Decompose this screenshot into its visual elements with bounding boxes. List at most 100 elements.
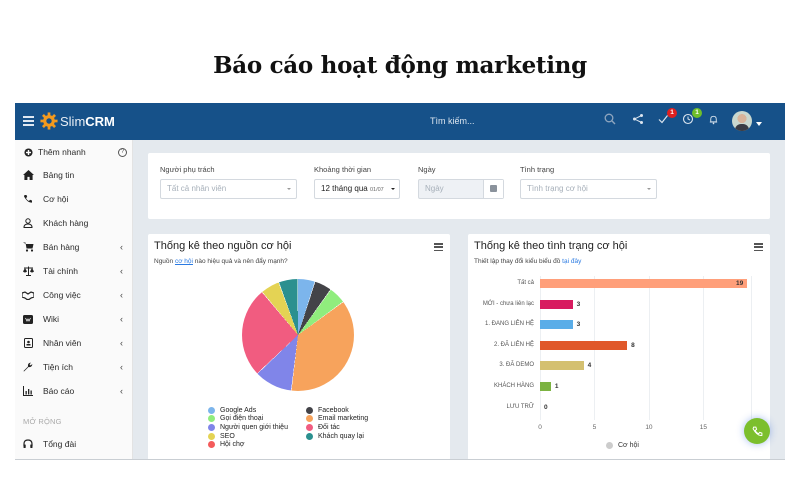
bell-icon[interactable] (705, 113, 721, 129)
gridline (703, 276, 705, 420)
date-filter-label: Ngày (418, 165, 436, 174)
bar-value-label: 19 (736, 280, 744, 287)
chart-menu-icon[interactable] (434, 243, 443, 253)
brand-bold: CRM (85, 113, 115, 129)
sidebar-item-label: Công việc (43, 290, 81, 300)
user-menu-caret-icon[interactable] (756, 122, 762, 126)
hamburger-menu-icon[interactable] (23, 116, 34, 126)
search-icon[interactable] (602, 113, 618, 129)
period-select-suffix: 01/07 (369, 187, 384, 193)
opportunity-link[interactable]: cơ hội (174, 258, 193, 265)
sidebar-item-nhan-vien[interactable]: Nhân viên ‹ (15, 332, 133, 354)
page-heading: Báo cáo hoạt động marketing (213, 52, 587, 79)
bar[interactable] (540, 361, 584, 371)
sidebar-item-bao-cao[interactable]: Báo cáo ‹ (15, 380, 133, 402)
sidebar: Thêm nhanh ? Bảng tin Cơ hội Khách hàng … (15, 140, 133, 459)
legend-item[interactable]: Email marketing (306, 415, 368, 424)
chevron-down-icon (647, 188, 651, 190)
bar[interactable] (540, 320, 573, 330)
sidebar-item-tien-ich[interactable]: Tiện ích ‹ (15, 356, 133, 378)
bar[interactable] (540, 340, 628, 350)
gridline (648, 276, 650, 420)
sidebar-item-bang-tin[interactable]: Bảng tin (15, 164, 133, 186)
brand-light: Slim (60, 113, 86, 129)
bar[interactable] (540, 299, 573, 309)
sidebar-item-co-hoi[interactable]: Cơ hội (15, 188, 133, 210)
top-navbar: SlimCRM Tìm kiếm... 1 1 (15, 103, 785, 140)
status-select[interactable]: Tình trạng cơ hội (520, 179, 657, 199)
bar-value-label: 1 (554, 383, 559, 390)
sidebar-item-khach-hang[interactable]: Khách hàng (15, 212, 133, 234)
sidebar-item-wiki[interactable]: Wiki ‹ (15, 308, 133, 330)
legend-column: Google Ads Gọi điện thoại Người quen giới … (208, 406, 288, 449)
period-select[interactable]: 12 tháng qua 01/07 (314, 179, 400, 199)
chart-menu-icon[interactable] (754, 243, 763, 253)
sidebar-item-label: Wiki (43, 314, 60, 324)
owner-filter-label: Người phụ trách (160, 165, 215, 174)
bar-row: 3. ĐÃ DEMO 4 (499, 358, 752, 380)
bar-category-label: 3. ĐÃ DEMO (499, 362, 534, 369)
task-check-icon[interactable]: 1 (655, 108, 677, 129)
bar-value-label: 8 (631, 341, 635, 349)
date-input[interactable]: Ngày (418, 179, 504, 199)
user-avatar[interactable] (732, 111, 752, 131)
legend-item[interactable]: Người quen giới thiệu (208, 423, 288, 432)
legend-dot (306, 423, 313, 431)
sidebar-item-label: Cơ hội (43, 194, 69, 204)
logo[interactable]: SlimCRM (40, 112, 115, 130)
gridline (751, 276, 752, 420)
owner-select[interactable]: Tất cả nhân viên (160, 179, 297, 199)
bar[interactable] (540, 382, 551, 391)
sidebar-item-tai-chinh[interactable]: Tài chính ‹ (15, 260, 133, 282)
bar-row: MỚI - chưa liên lạc 3 (483, 297, 752, 319)
call-fab-button[interactable] (744, 418, 770, 444)
sidebar-item-label: Tài chính (43, 266, 78, 276)
card-subtitle: Nguồn cơ hội nào hiệu quả và nên đẩy mạn… (154, 258, 288, 265)
quick-add-item[interactable]: Thêm nhanh ? (15, 141, 133, 163)
legend-label: Email marketing (318, 415, 369, 423)
bar-row: KHÁCH HÀNG 1 (494, 379, 752, 401)
settings-here-link[interactable]: tại đây (562, 258, 582, 265)
clock-icon[interactable]: 1 (680, 108, 702, 129)
handshake-icon (22, 289, 34, 301)
bar[interactable] (540, 279, 747, 288)
plus-circle-icon (22, 146, 34, 158)
sidebar-item-label: Tổng đài (43, 439, 77, 449)
legend-dot (208, 406, 215, 414)
legend-item[interactable]: Khách quay lại (306, 432, 368, 441)
sidebar-item-label: Khách hàng (43, 218, 89, 228)
legend-item[interactable]: Đối tác (306, 423, 368, 432)
calendar-icon[interactable] (483, 180, 503, 198)
legend-item[interactable]: Gọi điện thoại (208, 415, 288, 424)
sidebar-item-tong-dai[interactable]: Tổng đài (15, 433, 133, 455)
sidebar-item-ban-hang[interactable]: Bán hàng ‹ (15, 236, 133, 258)
card-subtitle: Thiết lập thay đổi kiểu biểu đồ tại đây (474, 258, 581, 265)
bar-row: Tất cả 19 (517, 276, 752, 298)
share-icon[interactable] (630, 113, 646, 129)
x-tick-label: 5 (592, 424, 597, 431)
search-input[interactable]: Tìm kiếm... (430, 116, 475, 126)
source-pie-chart[interactable] (242, 279, 354, 391)
legend-item[interactable]: Hội chợ (208, 440, 288, 449)
legend-item[interactable]: Google Ads (208, 406, 288, 415)
chevron-left-icon: ‹ (120, 338, 123, 348)
sidebar-item-cong-viec[interactable]: Công việc ‹ (15, 284, 133, 306)
phone-icon (752, 426, 762, 436)
card-title: Thống kê theo nguồn cơ hội (154, 240, 292, 252)
legend-item[interactable]: Facebook (306, 406, 368, 415)
legend-item[interactable]: SEO (208, 432, 288, 441)
chevron-down-icon (391, 188, 395, 190)
headphones-icon (22, 438, 34, 450)
chevron-left-icon: ‹ (120, 266, 123, 276)
id-card-icon (22, 337, 34, 349)
crm-app-window: SlimCRM Tìm kiếm... 1 1 Thêm nhanh ? (15, 103, 785, 460)
period-select-value: 12 tháng qua (321, 184, 368, 193)
bar-category-label: MỚI - chưa liên lạc (482, 300, 534, 307)
bar-category-label: LƯU TRỮ (506, 403, 534, 410)
wiki-icon (22, 313, 34, 325)
legend-dot (208, 441, 215, 449)
help-icon[interactable]: ? (118, 147, 127, 157)
legend-label: Facebook (318, 406, 349, 414)
bar-legend[interactable]: Cơ hội (606, 442, 639, 449)
chevron-left-icon: ‹ (120, 290, 123, 300)
